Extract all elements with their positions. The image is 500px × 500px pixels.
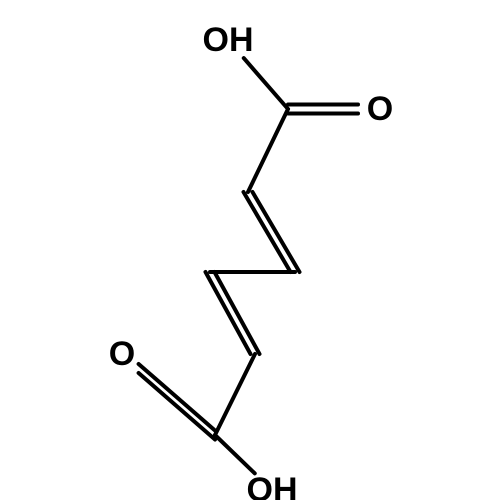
- atom-label-oh2: OH: [247, 471, 298, 500]
- bond-0: [244, 58, 288, 109]
- bond-5-a: [215, 272, 260, 354]
- atom-label-o1: O: [367, 90, 393, 128]
- atom-label-oh1: OH: [203, 21, 254, 59]
- bond-3-a: [253, 192, 300, 272]
- bond-7-a: [139, 373, 215, 440]
- molecule-canvas: OH O O OH: [0, 0, 500, 500]
- bond-2: [248, 109, 288, 192]
- bond-7-b: [139, 364, 215, 431]
- bond-6: [215, 354, 255, 435]
- bond-3-b: [244, 192, 291, 272]
- atom-label-o2: O: [109, 335, 135, 373]
- bond-8: [215, 435, 255, 473]
- bond-5-b: [206, 272, 251, 354]
